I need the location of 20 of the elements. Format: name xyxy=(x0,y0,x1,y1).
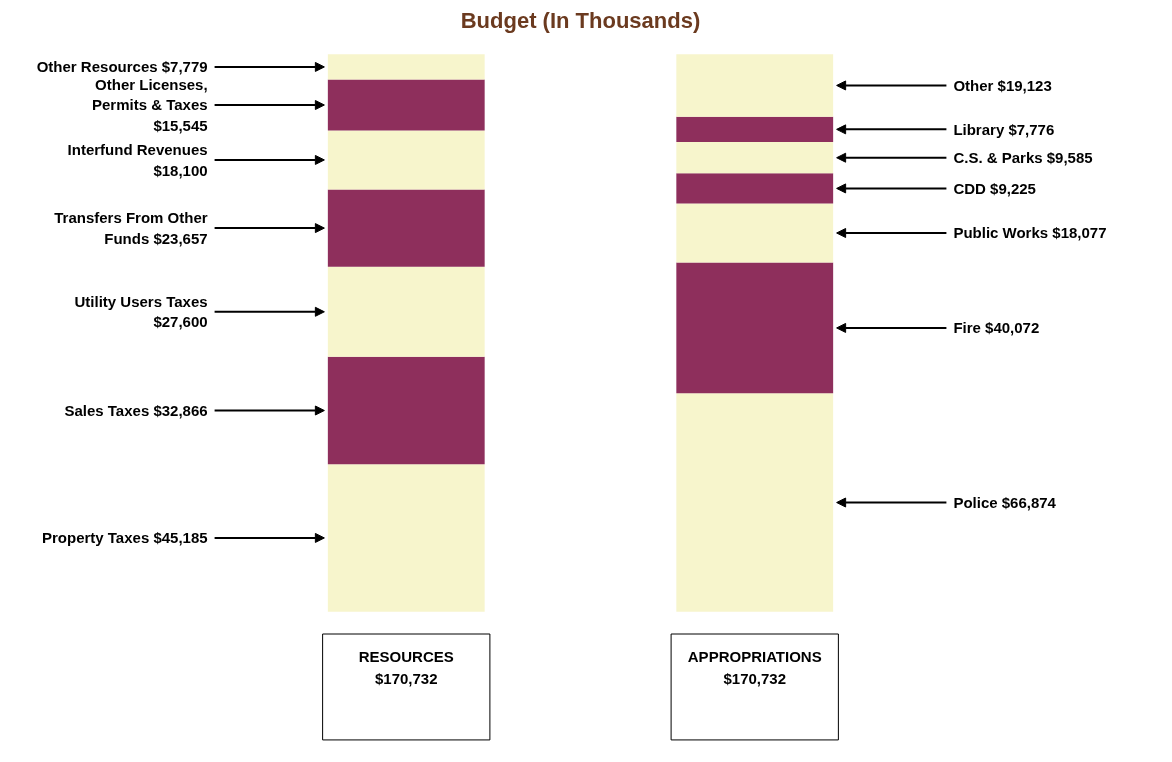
text: Transfers From Other Funds $23,657 xyxy=(54,209,208,247)
text: C.S. & Parks $9,585 xyxy=(953,149,1093,167)
data-label: $27,600 xyxy=(153,313,208,331)
text: Other Resources $7,779 xyxy=(36,58,208,76)
text: Property Taxes $45,185 xyxy=(41,529,208,547)
text: Library $7,776 xyxy=(953,120,1055,138)
text: CDD $9,225 xyxy=(953,179,1036,197)
chart-title: Budget (In Thousands) xyxy=(460,7,701,33)
data-label: $15,545 xyxy=(153,116,208,134)
text: Public Works $18,077 xyxy=(953,224,1107,242)
text: Interfund Revenues xyxy=(67,141,208,159)
text: Sales Taxes $32,866 xyxy=(64,402,208,420)
text: Other $19,123 xyxy=(953,76,1052,94)
text: Police $66,874 xyxy=(953,494,1056,512)
x-tick-label: APPROPRIATIONS $170,732 xyxy=(687,647,822,687)
x-tick-label: RESOURCES $170,732 xyxy=(358,647,454,687)
text: Other Licenses, Permits & Taxes xyxy=(92,76,208,114)
text: Fire $40,072 xyxy=(953,319,1040,337)
data-label: $18,100 xyxy=(153,161,208,179)
text: Utility Users Taxes xyxy=(74,293,208,311)
